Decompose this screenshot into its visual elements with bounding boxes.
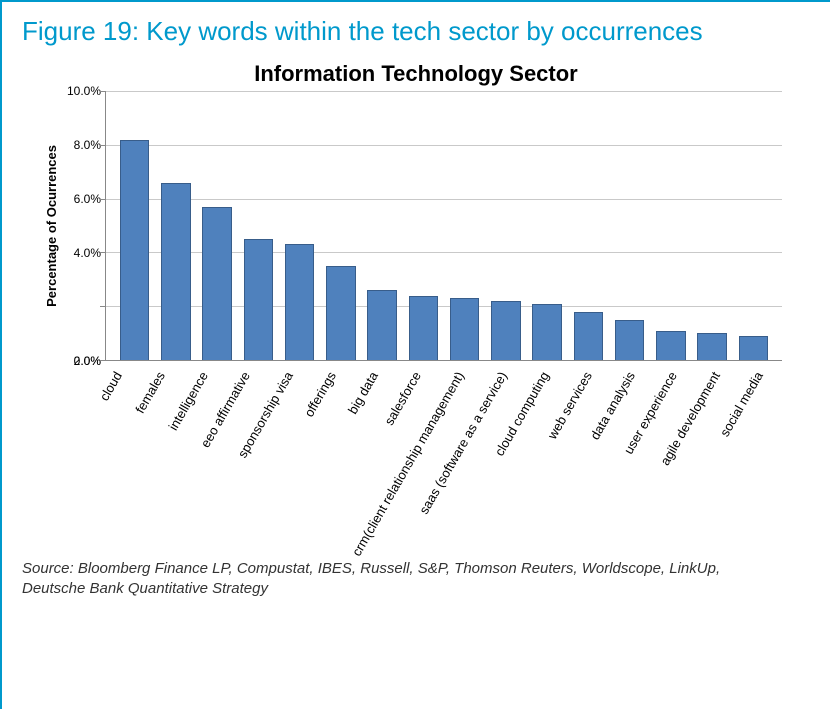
- bar-slot: [114, 91, 155, 360]
- x-label-slot: web services: [561, 367, 604, 557]
- bar-slot: [650, 91, 691, 360]
- bar-slot: [403, 91, 444, 360]
- x-label-slot: intelligence: [176, 367, 219, 557]
- bar: [202, 207, 232, 360]
- bar: [615, 320, 645, 360]
- y-tick-mark: [100, 360, 106, 361]
- source-citation: Source: Bloomberg Finance LP, Compustat,…: [22, 559, 810, 600]
- bar-slot: [444, 91, 485, 360]
- bar: [532, 304, 562, 360]
- bar: [739, 336, 769, 360]
- x-label-slot: sponsorship visa: [262, 367, 305, 557]
- x-label-slot: females: [134, 367, 177, 557]
- y-tick: 8.0%: [63, 145, 101, 199]
- bar-slot: [320, 91, 361, 360]
- y-tick: 10.0%: [63, 91, 101, 145]
- bar-slot: [692, 91, 733, 360]
- x-label-slot: eeo affirmative: [219, 367, 262, 557]
- bar-slot: [155, 91, 196, 360]
- chart-container: Information Technology Sector Percentage…: [22, 61, 810, 557]
- bar: [697, 333, 727, 360]
- bar-slot: [362, 91, 403, 360]
- bar: [367, 290, 397, 360]
- x-axis-category-label: offerings: [301, 369, 339, 419]
- bar-slot: [733, 91, 774, 360]
- bar: [491, 301, 521, 360]
- x-label-slot: saas (software as a service): [475, 367, 518, 557]
- x-axis-category-label: cloud: [97, 369, 126, 403]
- bar-slot: [609, 91, 650, 360]
- figure-title: Figure 19: Key words within the tech sec…: [22, 14, 810, 49]
- x-label-slot: offerings: [304, 367, 347, 557]
- x-axis-labels: cloudfemalesintelligenceeeo affirmatives…: [83, 361, 782, 557]
- chart-title: Information Technology Sector: [30, 61, 802, 87]
- x-label-slot: cloud: [91, 367, 134, 557]
- bar-slot: [279, 91, 320, 360]
- bar: [574, 312, 604, 360]
- bar-slot: [485, 91, 526, 360]
- bar: [161, 183, 191, 361]
- y-axis-ticks: 10.0% 8.0% 6.0% 4.0% 2.0% 0.0%: [63, 91, 105, 361]
- y-tick: 4.0%: [63, 253, 101, 307]
- bar-slot: [527, 91, 568, 360]
- bar: [450, 298, 480, 360]
- bar: [120, 140, 150, 361]
- y-tick: 2.0% 0.0%: [63, 307, 101, 361]
- plot-region: [105, 91, 782, 361]
- chart-plot-area: Percentage of Ocurrences 10.0% 8.0% 6.0%…: [40, 91, 782, 361]
- bar: [285, 244, 315, 360]
- figure-frame: Figure 19: Key words within the tech sec…: [0, 0, 830, 709]
- y-tick: 6.0%: [63, 199, 101, 253]
- x-label-slot: cloud computing: [518, 367, 561, 557]
- x-axis-category-label: females: [132, 369, 168, 416]
- bar: [409, 296, 439, 361]
- x-axis-category-label: big data: [345, 369, 381, 417]
- x-label-slot: agile development: [689, 367, 732, 557]
- bar-slot: [238, 91, 279, 360]
- bar-slot: [197, 91, 238, 360]
- bars-group: [106, 91, 782, 360]
- x-label-slot: social media: [731, 367, 774, 557]
- y-axis-label: Percentage of Ocurrences: [40, 145, 63, 307]
- bar: [656, 331, 686, 361]
- bar-slot: [568, 91, 609, 360]
- x-label-slot: data analysis: [603, 367, 646, 557]
- bar: [244, 239, 274, 360]
- bar: [326, 266, 356, 360]
